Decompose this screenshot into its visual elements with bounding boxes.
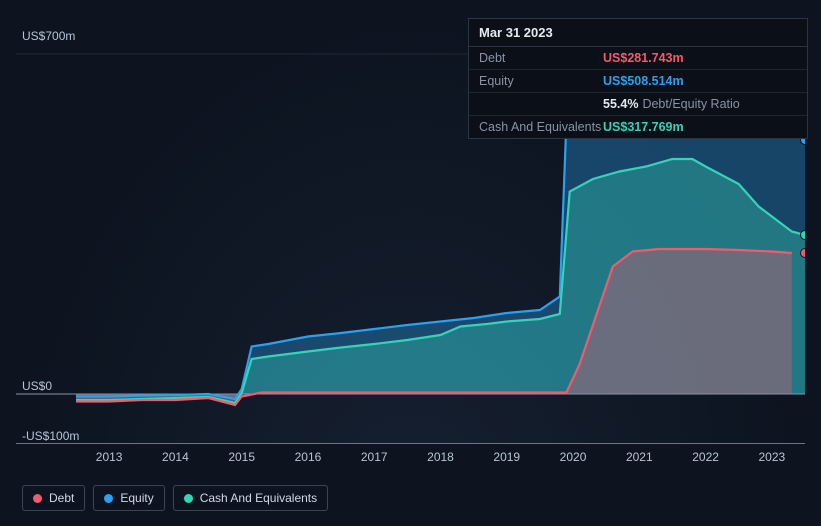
tooltip-row: Cash And EquivalentsUS$317.769m xyxy=(469,116,807,138)
debt-equity-chart: US$700mUS$0-US$100m Mar 31 2023 DebtUS$2… xyxy=(0,0,821,526)
legend-dot-icon xyxy=(184,494,193,503)
legend-dot-icon xyxy=(33,494,42,503)
svg-text:-US$100m: -US$100m xyxy=(22,429,79,443)
svg-text:US$700m: US$700m xyxy=(22,29,75,43)
tooltip-row: 55.4% Debt/Equity Ratio xyxy=(469,93,807,116)
x-tick-label: 2021 xyxy=(626,450,653,464)
tooltip-date: Mar 31 2023 xyxy=(469,19,807,47)
tooltip-row-value: US$317.769m xyxy=(603,120,684,134)
legend-label: Debt xyxy=(49,491,74,505)
legend-item-debt[interactable]: Debt xyxy=(22,485,85,511)
tooltip-row-value: US$281.743m xyxy=(603,51,684,65)
tooltip-row-label: Equity xyxy=(479,74,603,88)
x-axis-labels: 2013 2014 2015 2016 2017 2018 2019 2020 2021 2022… xyxy=(16,450,805,468)
x-tick-label: 2023 xyxy=(759,450,786,464)
legend-item-equity[interactable]: Equity xyxy=(93,485,164,511)
tooltip-rows: DebtUS$281.743mEquityUS$508.514m55.4%Deb… xyxy=(469,47,807,138)
x-tick-label: 2017 xyxy=(361,450,388,464)
x-tick-label: 2014 xyxy=(162,450,189,464)
tooltip-row-label: Cash And Equivalents xyxy=(479,120,603,134)
chart-tooltip: Mar 31 2023 DebtUS$281.743mEquityUS$508.… xyxy=(468,18,808,139)
x-tick-label: 2022 xyxy=(692,450,719,464)
x-tick-label: 2013 xyxy=(96,450,123,464)
legend: Debt Equity Cash And Equivalents xyxy=(22,485,328,511)
tooltip-row: EquityUS$508.514m xyxy=(469,70,807,93)
tooltip-row-label: Debt xyxy=(479,51,603,65)
x-tick-label: 2018 xyxy=(427,450,454,464)
tooltip-row-value: 55.4% xyxy=(603,97,638,111)
tooltip-row: DebtUS$281.743m xyxy=(469,47,807,70)
legend-item-cash[interactable]: Cash And Equivalents xyxy=(173,485,328,511)
legend-label: Equity xyxy=(120,491,153,505)
legend-label: Cash And Equivalents xyxy=(200,491,317,505)
tooltip-row-suffix: Debt/Equity Ratio xyxy=(642,97,739,111)
tooltip-row-value: US$508.514m xyxy=(603,74,684,88)
svg-text:US$0: US$0 xyxy=(22,379,52,393)
x-tick-label: 2015 xyxy=(228,450,255,464)
x-tick-label: 2016 xyxy=(295,450,322,464)
x-tick-label: 2019 xyxy=(493,450,520,464)
legend-dot-icon xyxy=(104,494,113,503)
x-tick-label: 2020 xyxy=(560,450,587,464)
